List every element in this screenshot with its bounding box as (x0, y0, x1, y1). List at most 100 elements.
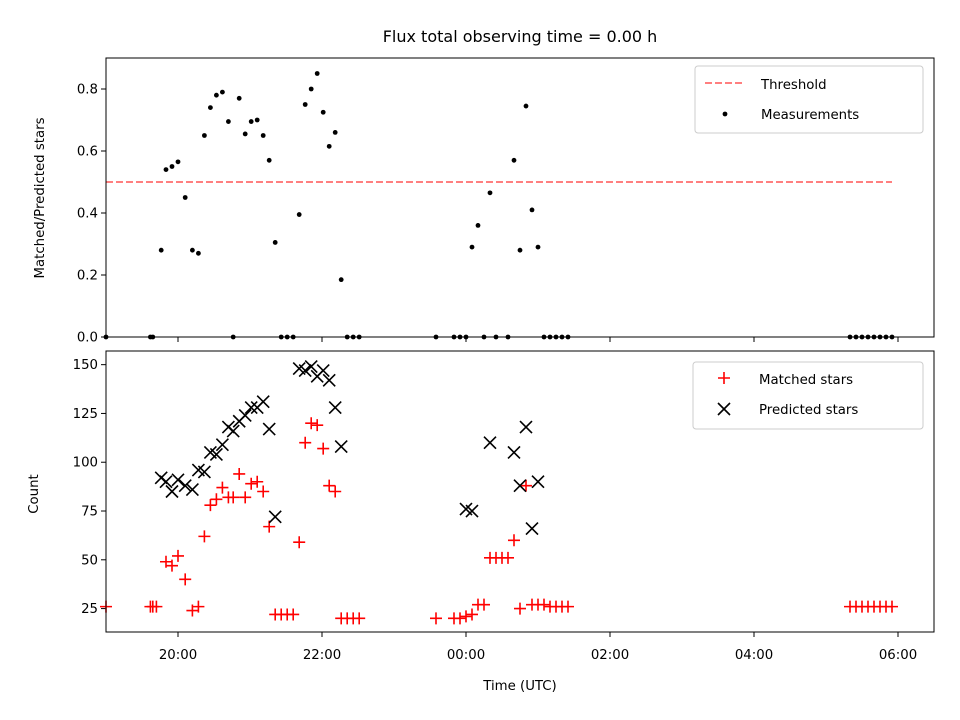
predicted-star-point (334, 440, 348, 454)
measurements-legend-label: Measurements (761, 108, 859, 123)
matched-star-point (216, 481, 229, 494)
measurement-point (214, 92, 219, 98)
predicted-star-point (256, 395, 270, 409)
measurement-point (326, 143, 332, 149)
measurement-point (523, 103, 529, 109)
measurement-point (314, 71, 320, 76)
measurements-legend-swatch (722, 111, 728, 117)
bottom-y-axis-label: Count (27, 474, 42, 514)
measurement-point (529, 207, 535, 213)
measurement-point (308, 86, 314, 92)
predicted-legend-label: Predicted stars (759, 403, 858, 418)
matched-star-point (514, 602, 526, 615)
matched-star-point (508, 534, 520, 547)
predicted-star-point (215, 438, 229, 452)
matched-star-point (562, 600, 574, 613)
matched-star-point (520, 479, 532, 492)
predicted-star-point (178, 479, 192, 493)
bottom-legend: Matched stars Predicted stars (692, 361, 924, 430)
measurement-point (254, 117, 260, 123)
measurement-point (158, 247, 164, 253)
matched-star-point (311, 419, 324, 432)
matched-star-point (305, 417, 318, 430)
measurement-point (302, 102, 308, 107)
predicted-star-point (268, 510, 282, 524)
measurement-point (332, 130, 338, 135)
top-y-axis-label: Matched/Predicted stars (33, 117, 48, 278)
bottom-y-tick-label: 25 (81, 602, 98, 617)
predicted-star-point (316, 363, 330, 378)
matched-star-point (287, 608, 300, 621)
matched-star-point (460, 610, 472, 623)
predicted-star-point (304, 360, 318, 374)
matched-star-point (466, 608, 478, 621)
measurement-point (242, 131, 248, 137)
matched-star-point (150, 600, 163, 613)
measurement-point (196, 250, 201, 256)
count-panel: Count Time (UTC) 25 50 75 100 125 150 20:00 22… (27, 350, 935, 694)
predicted-star-point (298, 363, 312, 378)
matched-star-point (430, 612, 442, 625)
top-y-tick-label: 0.0 (77, 331, 98, 346)
measurement-point (248, 119, 254, 124)
matched-star-point (251, 475, 264, 488)
measurement-point (175, 159, 181, 165)
matched-star-point (245, 477, 258, 490)
matched-star-point (502, 551, 514, 564)
matched-star-point (317, 442, 330, 455)
matched-star-point (257, 485, 270, 498)
predicted-star-point (226, 424, 240, 438)
matched-star-point (293, 536, 306, 549)
matched-star-point (299, 436, 312, 449)
measurement-point (163, 167, 169, 173)
matched-star-point (227, 491, 240, 504)
x-tick-label: 06:00 (879, 648, 917, 663)
matched-star-point (166, 559, 178, 572)
matched-star-point (210, 493, 223, 506)
predicted-star-point (483, 436, 497, 450)
measurement-point (338, 277, 344, 283)
bottom-y-tick-label: 100 (73, 456, 98, 471)
matched-legend-label: Matched stars (759, 373, 853, 388)
bottom-x-ticks: 20:00 22:00 00:00 02:00 04:00 06:00 (159, 632, 917, 663)
matched-star-point (204, 499, 217, 512)
bottom-y-tick-label: 75 (81, 505, 98, 520)
bottom-y-ticks: 25 50 75 100 125 150 (73, 358, 106, 617)
top-axes-frame (105, 57, 935, 338)
matched-star-point (886, 600, 898, 613)
measurement-point (535, 244, 541, 250)
top-plot-marks (103, 71, 895, 340)
predicted-star-point (238, 408, 252, 422)
predicted-star-point (197, 465, 211, 479)
ratio-panel: Flux total observing time = 0.00 h Match… (33, 27, 935, 346)
matched-star-point (329, 485, 342, 498)
predicted-star-point (209, 447, 223, 461)
matched-star-point (323, 479, 336, 492)
x-axis-label: Time (UTC) (482, 679, 557, 694)
measurement-point (487, 190, 493, 196)
matched-star-point (538, 598, 550, 611)
measurement-point (208, 105, 213, 110)
measurement-point (202, 133, 207, 138)
matched-star-point (478, 598, 490, 611)
predicted-star-point (185, 482, 199, 497)
matched-star-point (179, 573, 192, 586)
measurement-point (182, 195, 188, 200)
measurement-point (260, 133, 266, 138)
predicted-star-point (519, 420, 533, 434)
top-y-tick-label: 0.2 (77, 269, 98, 284)
bottom-plot-marks (100, 360, 898, 625)
predicted-star-point (465, 504, 479, 518)
top-y-tick-label: 0.6 (77, 145, 98, 160)
predicted-star-point (262, 422, 276, 436)
measurement-point (226, 119, 231, 124)
bottom-legend-box (692, 361, 924, 430)
top-legend: Threshold Measurements (694, 65, 924, 134)
predicted-star-point (525, 522, 539, 536)
bottom-axes-frame (105, 350, 935, 633)
predicted-star-point (244, 401, 258, 415)
predicted-star-point (328, 401, 342, 415)
measurement-point (169, 164, 175, 169)
matched-star-point (239, 491, 252, 504)
